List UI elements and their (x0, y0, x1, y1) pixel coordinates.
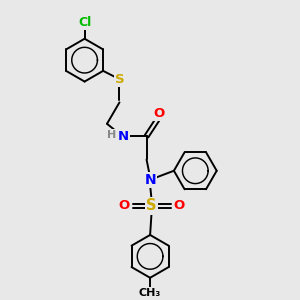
Text: O: O (118, 199, 130, 212)
Text: CH₃: CH₃ (139, 288, 161, 298)
Text: Cl: Cl (78, 16, 91, 29)
Text: N: N (118, 130, 129, 143)
Text: O: O (154, 107, 165, 120)
Text: S: S (115, 73, 124, 86)
Text: N: N (144, 173, 156, 187)
Text: O: O (173, 199, 184, 212)
Text: S: S (146, 198, 157, 213)
Text: H: H (107, 130, 116, 140)
